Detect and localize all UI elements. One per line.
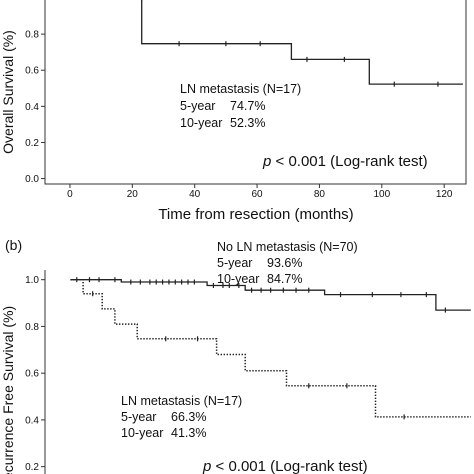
panel-a-x-tick-label: 80 [314, 189, 326, 200]
panel-b-y-ticks: 1.0 0.8 0.6 0.4 0.2 [25, 275, 45, 473]
panel-a-10-year-label: 10-year [180, 116, 222, 130]
panel-b-bottom-5-year-value: 66.3% [171, 410, 206, 424]
panel-a-x-tick-label: 100 [373, 189, 390, 200]
panel-a-pvalue: p < 0.001 (Log-rank test) [262, 153, 428, 170]
panel-b-y-axis-label: Recurrence Free Survival (%) [0, 306, 16, 474]
panel-b-y-tick-label: 0.8 [25, 322, 39, 333]
panel-b-bottom-5-year-label: 5-year [121, 410, 156, 424]
panel-b-pvalue-p: p [202, 458, 211, 474]
panel-b-top-group-name: No LN metastasis (N=70) [217, 240, 358, 254]
panel-b-bottom-group-name: LN metastasis (N=17) [121, 394, 242, 408]
panel-b-y-tick-label: 0.2 [25, 462, 39, 473]
panel-b-y-tick-label: 1.0 [25, 275, 39, 286]
panel-a-pvalue-p: p [262, 153, 271, 170]
panel-b-top-5-year-value: 93.6% [267, 256, 302, 270]
panel-b-pvalue: p < 0.001 (Log-rank test) [202, 458, 368, 474]
panel-b-curves [70, 277, 471, 420]
panel-b-top-10-year-label: 10-year [217, 272, 259, 286]
panel-a-x-tick-label: 120 [436, 189, 453, 200]
panel-a-y-tick-label: 0.0 [25, 174, 39, 185]
panel-a-y-tick-label: 0.6 [25, 66, 39, 77]
panel-a-group-name: LN metastasis (N=17) [180, 82, 301, 96]
panel-a-5-year-value: 74.7% [230, 99, 265, 113]
panel-b-y-tick-label: 0.6 [25, 369, 39, 380]
panel-a-series-1-line [141, 0, 463, 85]
panel-b: (b) 1.0 0.8 0.6 0.4 0.2 Recurrence Free Surv… [0, 237, 471, 474]
panel-a-x-tick-label: 40 [189, 189, 201, 200]
panel-a-y-tick-label: 0.4 [25, 102, 39, 113]
panel-a-y-axis-label: Overall Survival (%) [0, 30, 16, 154]
panel-a-y-ticks: 0.0 0.2 0.4 0.6 0.8 [25, 30, 45, 185]
panel-a-x-tick-label: 0 [67, 189, 73, 200]
panel-b-pvalue-text: < 0.001 (Log-rank test) [211, 458, 367, 474]
panel-b-series-2-line [70, 278, 471, 418]
panel-b-top-10-year-value: 84.7% [267, 272, 302, 286]
panel-b-series-1-line [70, 279, 471, 311]
panel-a-5-year-label: 5-year [180, 99, 215, 113]
panel-b-y-tick-label: 0.4 [25, 415, 39, 426]
panel-a-curves [141, 0, 463, 87]
panel-a-y-tick-label: 0.2 [25, 138, 39, 149]
panel-a-x-tick-label: 60 [251, 189, 263, 200]
panel-a-x-ticks: 0 20 40 60 80 100 120 [67, 184, 453, 200]
panel-b-bottom-10-year-label: 10-year [121, 426, 163, 440]
panel-b-label: (b) [5, 237, 22, 253]
panel-a-x-axis-label: Time from resection (months) [158, 206, 353, 223]
panel-b-bottom-10-year-value: 41.3% [171, 426, 206, 440]
panel-a-plot-frame [44, 0, 467, 185]
panel-a-y-tick-label: 0.8 [25, 30, 39, 41]
panel-b-top-5-year-label: 5-year [217, 256, 252, 270]
panel-a-10-year-value: 52.3% [230, 116, 265, 130]
panel-a: 0.0 0.2 0.4 0.6 0.8 0 20 40 60 80 100 120 Overall … [0, 0, 467, 223]
panel-a-x-tick-label: 20 [127, 189, 139, 200]
panel-a-pvalue-text: < 0.001 (Log-rank test) [271, 153, 427, 170]
